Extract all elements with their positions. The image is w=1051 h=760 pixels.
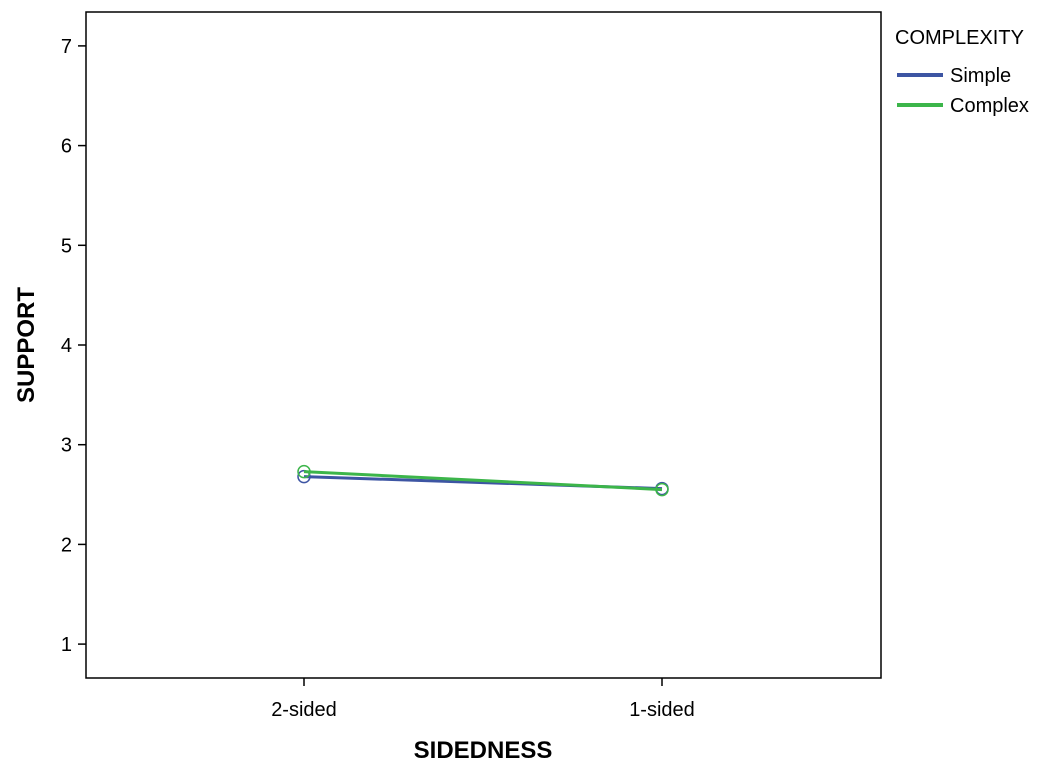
- y-tick-label: 4: [61, 335, 72, 357]
- series-line-complex: [303, 470, 663, 492]
- data-point-simple: [297, 469, 311, 484]
- data-point-complex: [297, 464, 311, 479]
- y-tick-label: 1: [61, 634, 72, 656]
- y-tick-label: 7: [61, 36, 72, 58]
- legend-label-complex: Complex: [950, 95, 1029, 117]
- y-axis: 1 2 3 4 5 6 7: [61, 36, 86, 656]
- y-tick-label: 6: [61, 136, 72, 158]
- legend: COMPLEXITY Simple Complex: [895, 27, 1029, 117]
- y-axis-title: SUPPORT: [13, 287, 40, 403]
- plot-frame: [85, 11, 882, 679]
- x-axis-title: SIDEDNESS: [414, 737, 553, 760]
- data-point-complex: [655, 482, 669, 497]
- legend-label-simple: Simple: [950, 65, 1011, 87]
- y-tick-label: 3: [61, 435, 72, 457]
- y-tick-label: 2: [61, 534, 72, 556]
- series-layer: [297, 464, 669, 497]
- x-axis: 2-sided 1-sided: [271, 678, 695, 721]
- x-tick-label: 1-sided: [629, 699, 695, 721]
- legend-items: Simple Complex: [897, 65, 1029, 117]
- y-tick-label: 5: [61, 235, 72, 257]
- legend-title: COMPLEXITY: [895, 27, 1024, 49]
- x-tick-label: 2-sided: [271, 699, 337, 721]
